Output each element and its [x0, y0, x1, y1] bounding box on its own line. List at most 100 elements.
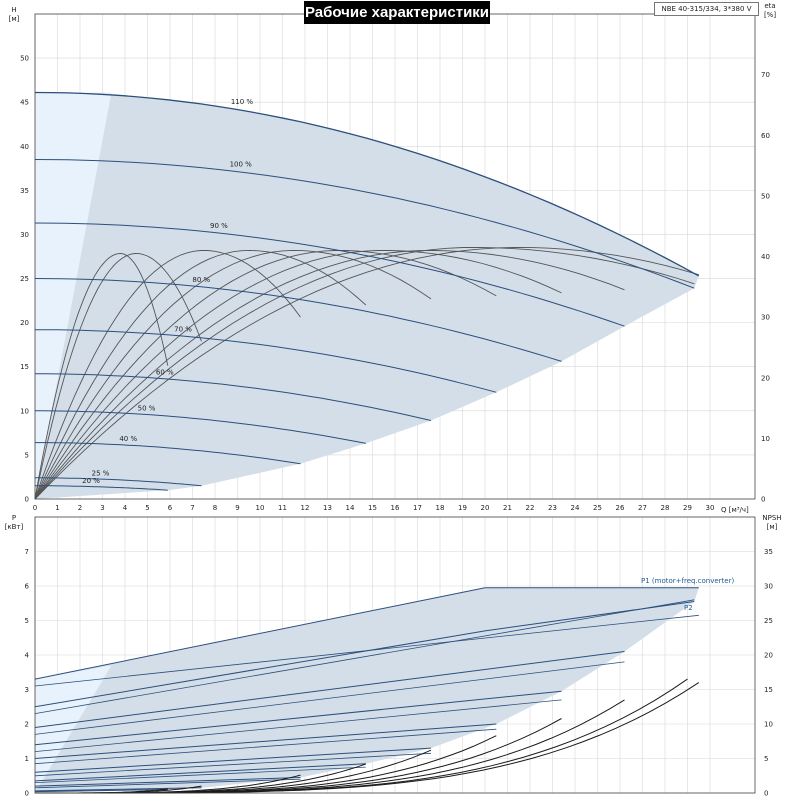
- head-curve: [35, 477, 202, 487]
- x-tick-label: 25: [593, 504, 602, 512]
- speed-label: 110 %: [231, 98, 254, 106]
- bottom-right-axis-unit-1: NPSH: [762, 514, 781, 522]
- speed-label: 100 %: [230, 161, 253, 169]
- power-p2-curve: [34, 661, 625, 735]
- power-p2-curve: [34, 699, 562, 752]
- y-tick-label: 30: [20, 231, 29, 239]
- p-tick-label: 2: [25, 721, 29, 729]
- x-tick-label: 18: [436, 504, 445, 512]
- power-p1-curve: [34, 747, 432, 773]
- head-curve: [35, 329, 497, 393]
- bottom-left-axis-unit-1: P: [12, 514, 16, 522]
- speed-label: 90 %: [210, 222, 228, 230]
- head-curve: [35, 485, 168, 491]
- p1-curve-label: P1 (motor+freq.converter): [641, 577, 734, 585]
- speed-label: 80 %: [192, 276, 210, 284]
- power-p1-curve: [34, 789, 168, 793]
- top-left-axis-unit-1: H: [11, 6, 16, 14]
- bottom-plot-frame: [34, 516, 756, 794]
- npsh-tick-label: 25: [764, 617, 773, 625]
- power-p1-curve: [34, 777, 301, 787]
- speed-label: 70 %: [174, 326, 192, 334]
- efficiency-curve: [34, 249, 432, 500]
- operating-envelope: [35, 92, 699, 793]
- x-tick-label: 16: [391, 504, 400, 512]
- x-axis-unit-label: Q [м³/ч]: [721, 506, 749, 514]
- p-tick-label: 5: [25, 617, 29, 625]
- power-p2-curve: [34, 778, 301, 789]
- x-tick-label: 24: [571, 504, 580, 512]
- y2-tick-label: 70: [761, 71, 770, 79]
- y-tick-label: 50: [20, 55, 29, 63]
- x-tick-label: 14: [346, 504, 355, 512]
- y-tick-label: 45: [20, 99, 29, 107]
- p-tick-label: 1: [25, 755, 29, 763]
- y2-tick-label: 60: [761, 132, 770, 140]
- bottom-left-zone: [35, 665, 112, 793]
- speed-labels: 110 % 100 % 90 % 80 % 70 % 60 % 50 % 40 % 25 %20…: [82, 98, 253, 485]
- bottom-left-axis-unit-2: [кВт]: [5, 523, 24, 531]
- x-tick-label: 10: [256, 504, 265, 512]
- head-curve: [34, 278, 562, 362]
- speed-label: 20 %: [82, 477, 100, 485]
- x-tick-label: 13: [323, 504, 332, 512]
- y-tick-label: 10: [20, 407, 29, 415]
- x-tick-label: 5: [145, 504, 149, 512]
- p-tick-label: 3: [25, 686, 29, 694]
- power-p2-curve: [34, 752, 432, 777]
- x-tick-label: 29: [683, 504, 692, 512]
- y-tick-label: 40: [20, 143, 29, 151]
- top-right-axis-unit-1: eta: [764, 2, 775, 10]
- efficiency-curve: [34, 246, 699, 500]
- npsh-tick-label: 5: [764, 755, 768, 763]
- efficiency-curve: [34, 253, 202, 500]
- efficiency-curve: [34, 250, 301, 500]
- bottom-envelope-area: [35, 587, 699, 793]
- y-tick-label: 25: [20, 275, 29, 283]
- y2-tick-label: 30: [761, 314, 770, 322]
- speed-label: 40 %: [119, 435, 137, 443]
- x-tick-label: 19: [458, 504, 467, 512]
- y-tick-label: 20: [20, 319, 29, 327]
- x-tick-label: 22: [526, 504, 535, 512]
- power-p1-curve: [34, 587, 699, 680]
- head-curve: [34, 159, 695, 289]
- speed-label: 25 %: [92, 469, 110, 477]
- power-p2-curve: [34, 766, 366, 783]
- power-p1-curve: [34, 601, 695, 708]
- x-tick-label: 9: [235, 504, 239, 512]
- chart-title: Рабочие характеристики: [304, 1, 490, 24]
- x-tick-label: 4: [123, 504, 128, 512]
- npsh-tick-label: 10: [764, 721, 773, 729]
- power-p1-curve: [34, 690, 562, 746]
- x-tick-label: 30: [706, 504, 715, 512]
- x-tick-label: 6: [168, 504, 173, 512]
- efficiency-curve: [34, 253, 169, 500]
- x-tick-label: 21: [503, 504, 512, 512]
- npsh-tick-label: 20: [764, 652, 773, 660]
- npsh-tick-label: 35: [764, 548, 773, 556]
- npsh-tick-label: 30: [764, 583, 773, 591]
- y2-tick-label: 50: [761, 192, 770, 200]
- x-tick-label: 26: [616, 504, 625, 512]
- pump-model-label: NBE 40-315/334, 3*380 V: [654, 2, 759, 16]
- y2-tick-label: 40: [761, 253, 770, 261]
- x-tick-label: 15: [368, 504, 377, 512]
- y2-tick-label: 20: [761, 374, 770, 382]
- top-right-axis-unit-2: [%]: [764, 11, 776, 19]
- p-tick-label: 7: [25, 548, 29, 556]
- head-curve: [34, 91, 700, 277]
- bottom-right-axis-unit-2: [м]: [767, 523, 778, 531]
- top-left-zone: [35, 92, 112, 499]
- x-tick-label: 11: [278, 504, 287, 512]
- p-tick-label: 0: [25, 790, 29, 798]
- power-p1-curve: [34, 723, 497, 759]
- y2-tick-label: 10: [761, 435, 770, 443]
- top-left-axis-unit-2: [м]: [9, 15, 20, 23]
- p-tick-label: 6: [25, 583, 30, 591]
- power-p2-curve: [34, 614, 699, 687]
- head-curve: [35, 373, 432, 421]
